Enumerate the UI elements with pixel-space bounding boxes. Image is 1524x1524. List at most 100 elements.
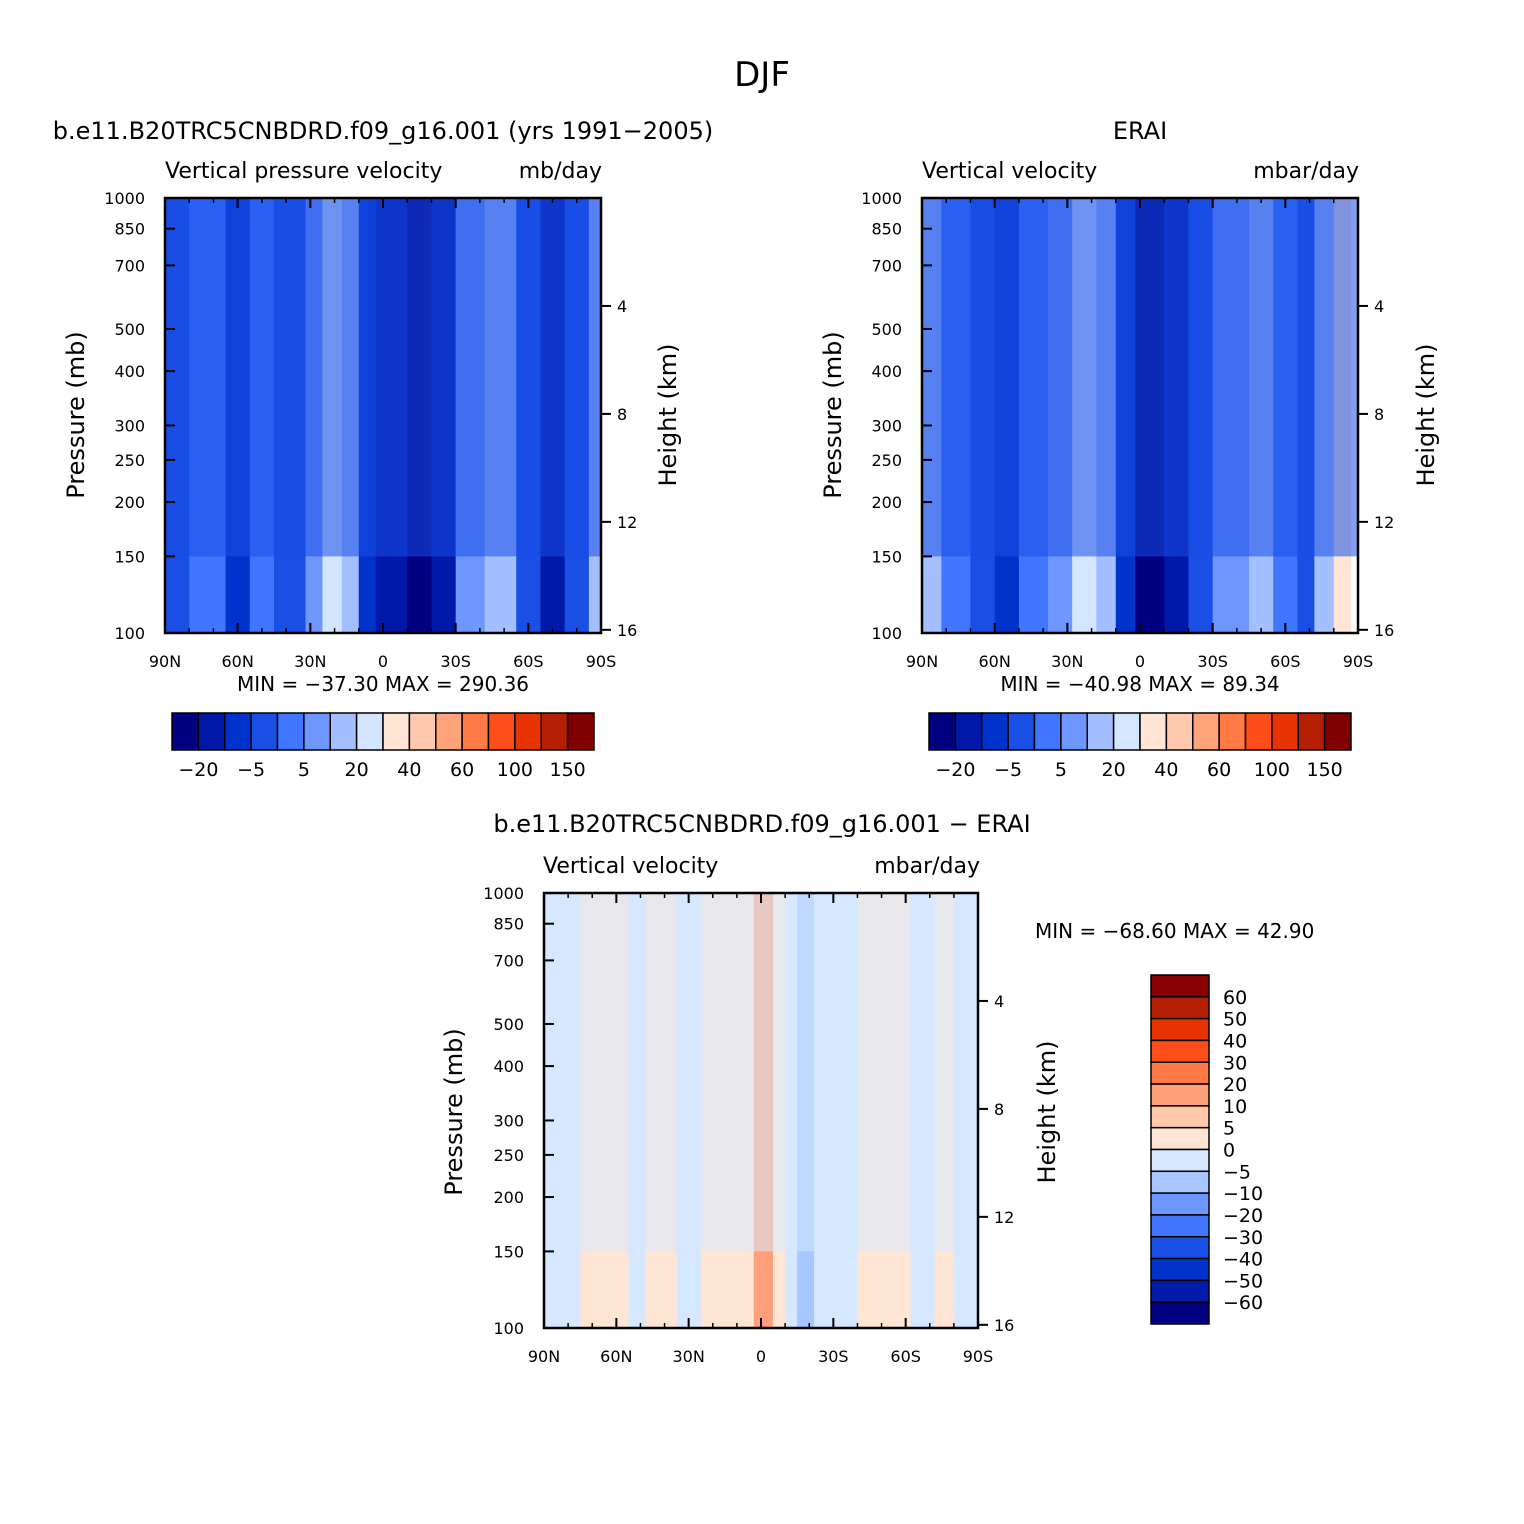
model-units-label: mb/day xyxy=(519,159,602,184)
difference-y2-tick-label: 12 xyxy=(994,1208,1014,1227)
model-colorbar-label: 150 xyxy=(549,759,585,781)
erai-y-tick-label: 200 xyxy=(871,493,902,512)
difference-x-tick-label: 0 xyxy=(756,1347,766,1366)
difference-colorbar-box xyxy=(1150,1257,1210,1282)
model-colorbar-box xyxy=(382,712,411,751)
difference-x-tick-label: 60N xyxy=(600,1347,632,1366)
erai-colorbar-box xyxy=(1244,712,1273,751)
difference-y-tick-label: 850 xyxy=(493,915,524,934)
model-y2-tick-label: 16 xyxy=(617,621,637,640)
difference-colorbar-box xyxy=(1150,1279,1210,1303)
erai-y2-axis-label: Height (km) xyxy=(1412,344,1440,487)
difference-y-tick-label: 150 xyxy=(493,1242,524,1261)
difference-min-max-stats: MIN = −68.60 MAX = 42.90 xyxy=(1035,919,1314,943)
erai-y-tick-label: 100 xyxy=(871,624,902,643)
erai-colorbar-box xyxy=(928,712,957,751)
model-min-max-stats: MIN = −37.30 MAX = 290.36 xyxy=(237,672,529,696)
model-x-tick-label: 30S xyxy=(440,652,471,671)
erai-x-tick-label: 30S xyxy=(1197,652,1228,671)
erai-colorbar-label: 20 xyxy=(1102,759,1126,781)
model-upper-level-fill xyxy=(165,198,601,557)
erai-colorbar-label: −20 xyxy=(935,759,975,781)
model-colorbar-box xyxy=(197,712,226,751)
model-colorbar-box xyxy=(540,712,569,751)
model-colorbar-label: 60 xyxy=(450,759,474,781)
erai-x-tick-label: 60S xyxy=(1270,652,1301,671)
difference-colorbar-box xyxy=(1150,1039,1210,1063)
difference-y-axis-label: Pressure (mb) xyxy=(440,1028,468,1195)
difference-y-tick-label: 100 xyxy=(493,1319,524,1338)
model-colorbar-box xyxy=(171,712,200,751)
model-colorbar-box xyxy=(224,712,252,751)
erai-units-label: mbar/day xyxy=(1253,159,1359,184)
model-y2-tick-label: 12 xyxy=(617,513,637,532)
model-colorbar-box xyxy=(355,712,384,751)
erai-y-tick-label: 400 xyxy=(871,362,902,381)
difference-colorbar-box xyxy=(1150,1148,1210,1173)
erai-colorbar-box xyxy=(1192,712,1220,751)
erai-y2-tick-label: 16 xyxy=(1374,621,1394,640)
erai-y-tick-label: 850 xyxy=(871,220,902,239)
erai-y-tick-label: 300 xyxy=(871,416,902,435)
difference-colorbar-box xyxy=(1150,1083,1210,1107)
erai-colorbar-box xyxy=(1033,712,1062,751)
model-y-tick-label: 200 xyxy=(114,493,145,512)
model-colorbar-box xyxy=(566,712,595,751)
erai-colorbar-box xyxy=(1271,712,1299,751)
model-panel: b.e11.B20TRC5CNBDRD.f09_g16.001 (yrs 199… xyxy=(53,117,713,781)
model-y-tick-label: 850 xyxy=(114,220,145,239)
model-x-tick-label: 30N xyxy=(294,652,326,671)
erai-x-tick-label: 60N xyxy=(979,652,1011,671)
difference-colorbar-box xyxy=(1150,1192,1210,1216)
model-colorbar-label: 40 xyxy=(397,759,421,781)
erai-colorbar-box xyxy=(1297,712,1326,751)
difference-colorbar-label: 5 xyxy=(1223,1118,1235,1140)
erai-panel: ERAI Vertical velocity mbar/day Pressure… xyxy=(819,117,1440,781)
difference-y2-tick-label: 8 xyxy=(994,1100,1004,1119)
model-y-tick-label: 100 xyxy=(114,624,145,643)
erai-x-tick-label: 90N xyxy=(906,652,938,671)
difference-y-tick-label: 200 xyxy=(493,1188,524,1207)
erai-y-tick-label: 150 xyxy=(871,547,902,566)
erai-colorbar-box xyxy=(1218,712,1247,751)
erai-colorbar-label: 100 xyxy=(1254,759,1290,781)
difference-colorbar-label: 10 xyxy=(1223,1096,1247,1118)
difference-y-tick-label: 700 xyxy=(493,951,524,970)
erai-colorbar-box xyxy=(954,712,983,751)
difference-colorbar-label: −5 xyxy=(1223,1161,1251,1183)
page-title: DJF xyxy=(734,55,790,95)
difference-y-tick-label: 250 xyxy=(493,1146,524,1165)
difference-units-label: mbar/day xyxy=(874,854,980,879)
model-y-axis-label: Pressure (mb) xyxy=(62,331,90,498)
erai-y-tick-label: 1000 xyxy=(861,189,902,208)
difference-y2-axis-label: Height (km) xyxy=(1033,1041,1061,1184)
erai-y2-tick-label: 8 xyxy=(1374,405,1384,424)
difference-x-tick-label: 90S xyxy=(963,1347,994,1366)
difference-colorbar-box xyxy=(1150,1017,1210,1042)
model-y-tick-label: 1000 xyxy=(104,189,145,208)
erai-x-tick-label: 30N xyxy=(1051,652,1083,671)
model-x-tick-label: 90S xyxy=(586,652,617,671)
difference-variable-label: Vertical velocity xyxy=(543,854,718,879)
difference-colorbar-label: −20 xyxy=(1223,1205,1263,1227)
model-variable-label: Vertical pressure velocity xyxy=(165,159,442,184)
difference-colorbar-box xyxy=(1150,1301,1210,1325)
erai-y2-tick-label: 12 xyxy=(1374,513,1394,532)
model-colorbar-box xyxy=(461,712,490,751)
difference-colorbar-label: −30 xyxy=(1223,1227,1263,1249)
difference-colorbar-label: 20 xyxy=(1223,1074,1247,1096)
model-colorbar-box xyxy=(487,712,516,751)
model-y2-tick-label: 4 xyxy=(617,297,627,316)
model-colorbar-box xyxy=(250,712,279,751)
difference-x-tick-label: 30S xyxy=(818,1347,849,1366)
erai-colorbar-box xyxy=(1086,712,1115,751)
erai-colorbar-box xyxy=(1323,712,1352,751)
model-colorbar-box xyxy=(514,712,542,751)
erai-colorbar-box xyxy=(1165,712,1194,751)
erai-colorbar-box xyxy=(1007,712,1036,751)
difference-panel-title: b.e11.B20TRC5CNBDRD.f09_g16.001 − ERAI xyxy=(493,810,1030,838)
difference-y-tick-label: 1000 xyxy=(483,884,524,903)
difference-x-tick-label: 30N xyxy=(673,1347,705,1366)
difference-colorbar-box xyxy=(1150,974,1210,998)
